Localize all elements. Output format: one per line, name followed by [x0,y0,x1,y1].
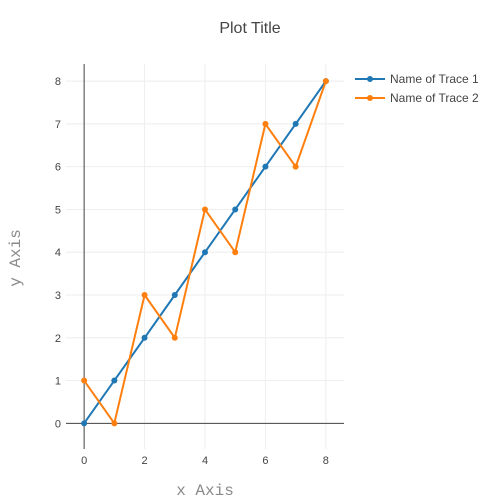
data-point [81,377,88,384]
x-tick-label: 0 [81,455,87,467]
legend-marker [367,76,373,82]
data-point [232,249,239,256]
series-layer [81,78,329,427]
legend[interactable]: Name of Trace 1 Name of Trace 2 [355,72,479,105]
data-point [81,420,88,427]
legend-label: Name of Trace 1 [390,72,479,86]
y-tick-label: 7 [55,119,61,131]
legend-label: Name of Trace 2 [390,91,479,105]
x-tick-label: 2 [142,455,148,467]
x-tick-label: 4 [202,455,208,467]
data-point [171,334,178,341]
y-axis-title: y Axis [7,229,25,287]
legend-marker [367,95,373,101]
data-point [202,249,208,256]
y-tick-label: 0 [55,418,61,430]
data-point [232,206,239,213]
data-point [141,292,148,298]
data-point [262,163,269,170]
data-point [322,78,329,85]
x-axis-title: x Axis [176,482,234,500]
data-point [292,163,299,170]
series-2 [81,78,329,427]
data-point [202,206,208,213]
x-tick-label: 6 [262,455,268,467]
data-point [111,420,118,427]
x-tick-label: 8 [323,455,329,467]
data-point [141,334,148,341]
legend-item-2[interactable]: Name of Trace 2 [355,91,479,105]
y-tick-label: 1 [55,376,61,388]
y-tick-label: 6 [55,162,61,174]
data-point [111,377,118,384]
tick-labels: 0 1 2 3 4 5 6 7 8 0 2 4 6 8 [55,76,329,467]
y-tick-label: 5 [55,204,61,216]
y-tick-label: 8 [55,76,61,88]
y-tick-label: 4 [55,247,61,259]
y-tick-label: 3 [55,290,61,302]
legend-item-1[interactable]: Name of Trace 1 [355,72,479,86]
data-point [171,292,178,298]
y-tick-label: 2 [55,333,61,345]
chart-title: Plot Title [219,20,280,37]
data-point [292,120,299,127]
data-point [262,120,269,127]
